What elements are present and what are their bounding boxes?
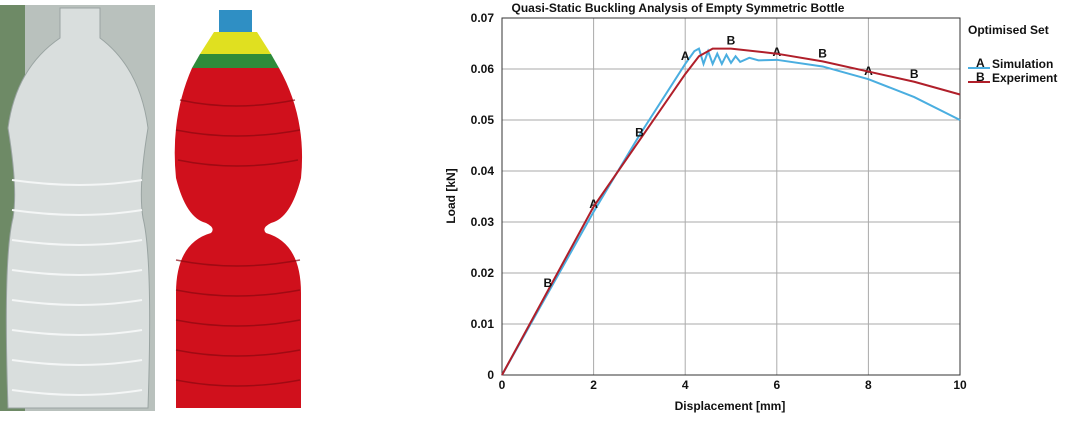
series-marker: B xyxy=(727,34,736,48)
x-tick-label: 8 xyxy=(865,378,872,392)
series-marker: A xyxy=(681,49,690,63)
series-marker: B xyxy=(543,276,552,290)
y-tick-label: 0 xyxy=(487,368,494,382)
y-tick-label: 0.06 xyxy=(471,62,495,76)
x-tick-label: 0 xyxy=(499,378,506,392)
legend-marker: A xyxy=(976,56,985,70)
plot-frame xyxy=(501,17,961,376)
series-marker: B xyxy=(635,125,644,139)
series-line xyxy=(501,47,961,376)
x-axis-label: Displacement [mm] xyxy=(675,399,786,413)
legend-marker: B xyxy=(976,70,985,84)
x-tick-label: 2 xyxy=(590,378,597,392)
y-axis-label: Load [kN] xyxy=(444,168,458,223)
y-tick-label: 0.07 xyxy=(471,11,495,25)
x-tick-label: 6 xyxy=(773,378,780,392)
legend-label: Experiment xyxy=(992,71,1057,85)
chart-title: Quasi-Static Buckling Analysis of Empty … xyxy=(512,1,845,15)
series-marker: B xyxy=(910,67,919,81)
y-tick-label: 0.04 xyxy=(471,164,495,178)
y-tick-label: 0.02 xyxy=(471,266,495,280)
bottle-model xyxy=(174,10,303,408)
series-marker: A xyxy=(589,197,598,211)
y-tick-label: 0.05 xyxy=(471,113,495,127)
y-tick-label: 0.01 xyxy=(471,317,495,331)
legend-label: Simulation xyxy=(992,57,1053,71)
legend-title: Optimised Set xyxy=(968,23,1049,37)
series-marker: B xyxy=(818,46,827,60)
bottle-photo xyxy=(0,5,155,411)
x-tick-label: 10 xyxy=(953,378,967,392)
series-marker: A xyxy=(772,45,781,59)
series-line xyxy=(501,47,961,376)
x-tick-label: 4 xyxy=(682,378,689,392)
y-tick-label: 0.03 xyxy=(471,215,495,229)
